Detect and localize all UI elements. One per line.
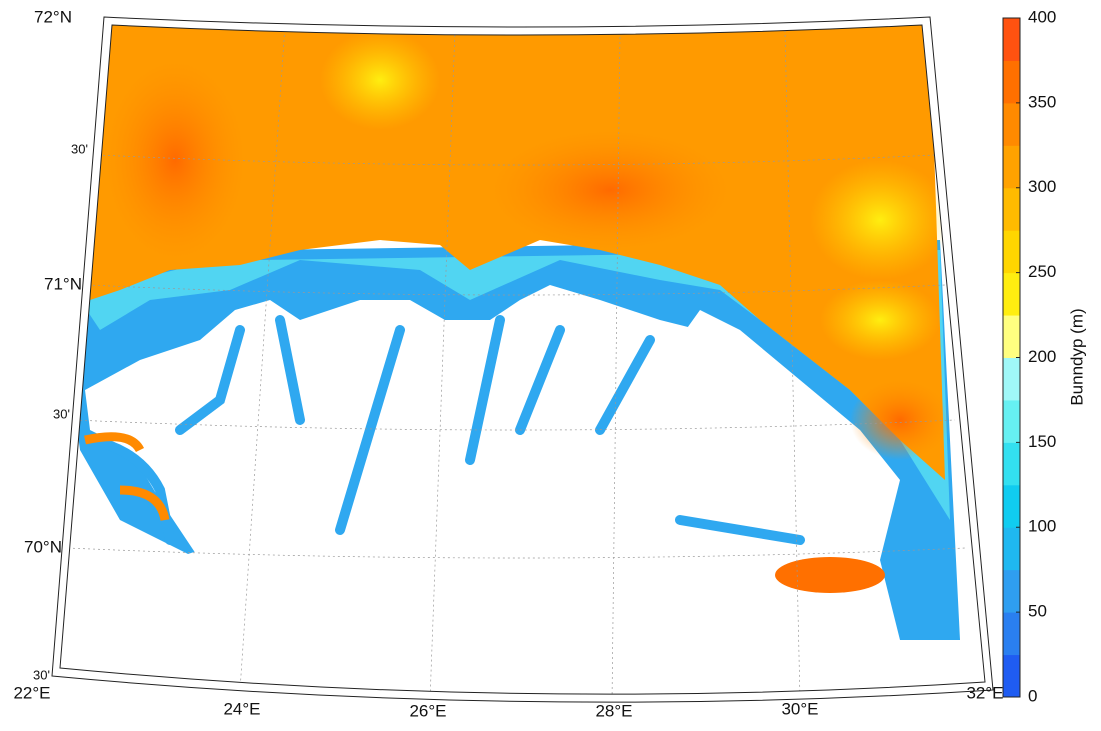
colorbar-tick-label: 400 (1028, 7, 1056, 26)
colorbar-band (1003, 569, 1020, 613)
bank (820, 280, 940, 360)
map-area (60, 25, 985, 695)
colorbar-tick-label: 300 (1028, 177, 1056, 196)
colorbar-band (1003, 442, 1020, 486)
colorbar-tick-label: 350 (1028, 92, 1056, 111)
colorbar-tick-label: 250 (1028, 262, 1056, 281)
colorbar-band (1003, 357, 1020, 401)
colorbar-tick-label: 50 (1028, 602, 1047, 621)
lat-label: 30' (53, 406, 70, 421)
colorbar-band (1003, 315, 1020, 358)
graticule (67, 25, 966, 695)
colorbar-label: Bunndyp (m) (1067, 308, 1086, 405)
fjords (85, 315, 805, 545)
lon-label: 26°E (409, 701, 446, 720)
bank (810, 160, 950, 280)
colorbar-tick-label: 200 (1028, 347, 1056, 366)
land (60, 285, 985, 695)
lon-label: 32°E (966, 683, 1003, 702)
lon-label: 30°E (781, 699, 818, 718)
colorbar-band (1003, 399, 1020, 443)
colorbar-band (1003, 230, 1020, 274)
map-frame (59, 24, 986, 695)
deep-trough (850, 380, 950, 460)
colorbar-band (1003, 102, 1020, 146)
colorbar-band (1003, 187, 1020, 231)
colorbar-band (1003, 527, 1020, 571)
colorbar-tick-label: 0 (1028, 686, 1037, 705)
lat-label: 70°N (24, 537, 62, 556)
colorbar-band (1003, 60, 1020, 104)
deep-trough (775, 557, 885, 593)
colorbar-band (1003, 18, 1020, 61)
deep-basin (105, 60, 245, 260)
colorbar-band (1003, 654, 1020, 698)
deep-basin (490, 130, 730, 250)
lat-label: 71°N (44, 274, 82, 293)
colorbar-band (1003, 484, 1020, 528)
bank (320, 30, 440, 130)
colorbar-band (1003, 272, 1020, 316)
colorbar: 0 50 100 150 200 250 300 350 400 (1002, 7, 1056, 705)
lon-label: 24°E (223, 699, 260, 718)
map-frame-outer (51, 16, 994, 703)
deep-sea (90, 25, 945, 480)
lon-label: 28°E (595, 701, 632, 720)
colorbar-band (1003, 612, 1020, 656)
lat-label: 30' (71, 141, 88, 156)
lat-label: 30' (33, 667, 50, 682)
lat-label: 72°N (34, 7, 72, 26)
colorbar-tick-label: 100 (1028, 517, 1056, 536)
colorbar-tick-label: 150 (1028, 432, 1056, 451)
fjord-deep (84, 432, 170, 522)
colorbar-band (1003, 145, 1020, 189)
lon-label: 22°E (13, 683, 50, 702)
